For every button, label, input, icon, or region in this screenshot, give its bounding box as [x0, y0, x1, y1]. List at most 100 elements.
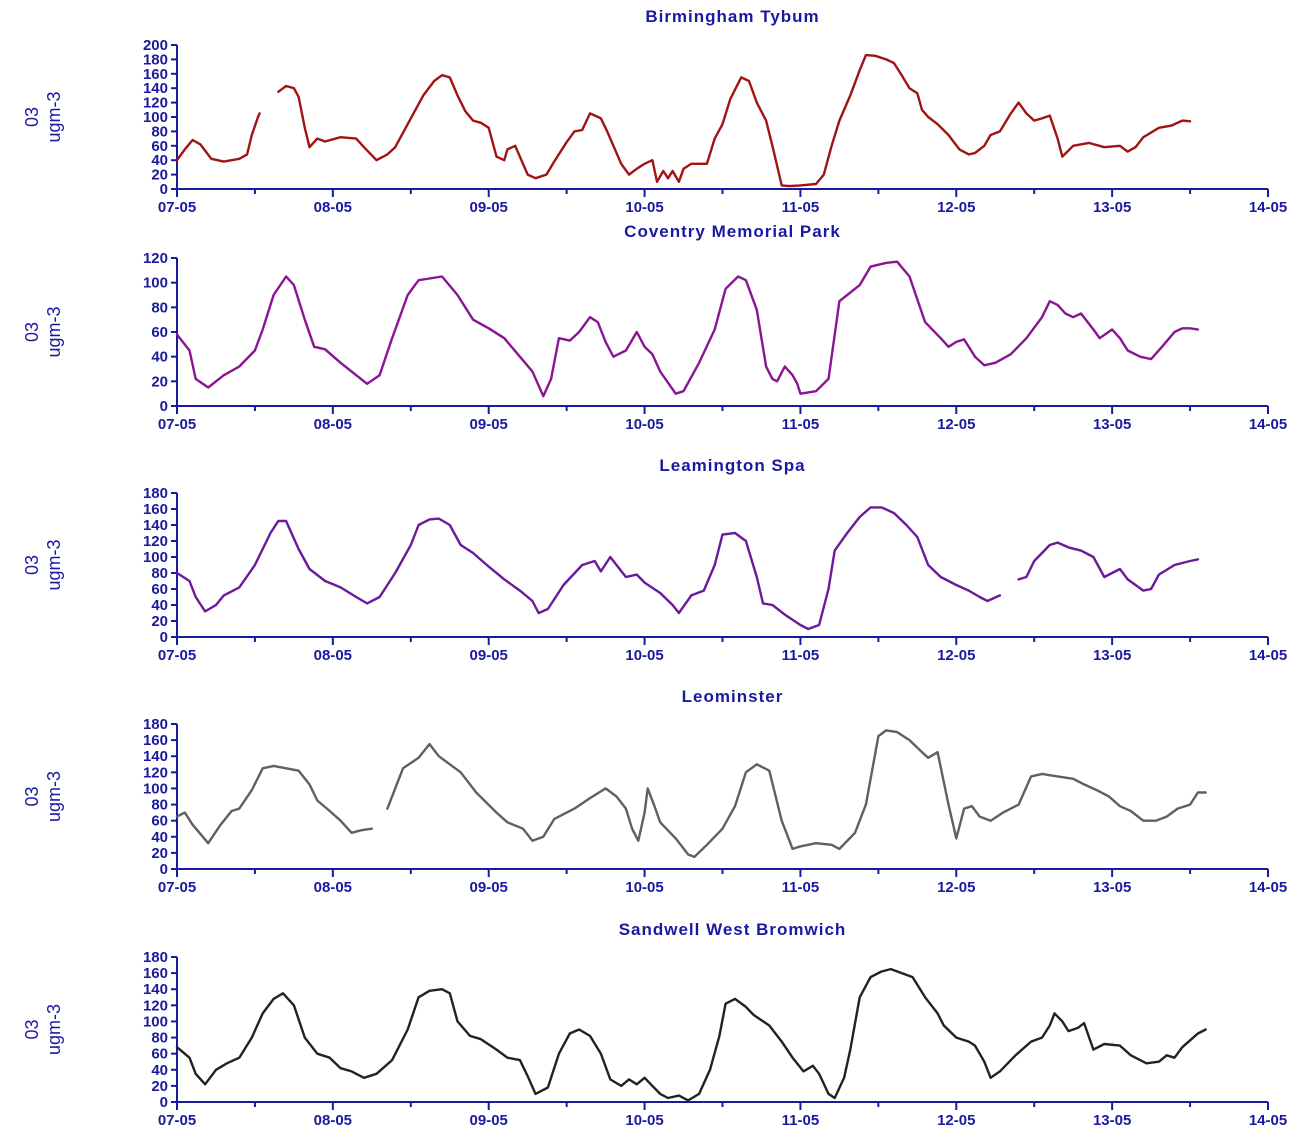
chart-title: Coventry Memorial Park: [624, 222, 841, 241]
y-tick-label: 180: [143, 485, 168, 502]
x-tick-label: 10-05: [625, 199, 663, 216]
y-tick-label: 60: [151, 581, 168, 598]
y-tick-label: 160: [143, 66, 168, 83]
chart-panel: Coventry Memorial Park 03 ugm-3 0 20 40 60 80 10…: [22, 222, 1287, 433]
y-tick-label: 180: [143, 949, 168, 966]
y-tick-label: 140: [143, 517, 168, 534]
y-tick-label: 60: [151, 324, 168, 341]
x-tick-label: 11-05: [782, 199, 820, 216]
series-line: [175, 260, 1200, 398]
x-tick-label: 11-05: [782, 879, 820, 896]
x-tick-label: 08-05: [314, 647, 352, 664]
y-tick-label: 40: [151, 1062, 168, 1079]
y-tick-label: 20: [151, 845, 168, 862]
x-tick-label: 14-05: [1249, 1112, 1287, 1129]
y-tick-label: 180: [143, 716, 168, 733]
x-tick-label: 13-05: [1093, 647, 1131, 664]
y-tick-label: 100: [143, 549, 168, 566]
x-tick-label: 09-05: [470, 1112, 508, 1129]
y-tick-label: 80: [151, 299, 168, 316]
y-tick-label: 20: [151, 373, 168, 390]
y-tick-label: 200: [143, 37, 168, 54]
x-tick-label: 08-05: [314, 879, 352, 896]
x-tick-label: 08-05: [314, 199, 352, 216]
y-tick-label: 0: [160, 861, 168, 878]
y-axis-label-species: 03: [22, 555, 42, 575]
y-tick-label: 20: [151, 167, 168, 184]
y-tick-label: 120: [143, 764, 168, 781]
chart-title: Leamington Spa: [659, 456, 805, 475]
y-tick-label: 0: [160, 398, 168, 415]
x-tick-label: 07-05: [158, 199, 196, 216]
y-tick-label: 100: [143, 109, 168, 126]
y-axis-label-species: 03: [22, 322, 42, 342]
x-tick-label: 07-05: [158, 647, 196, 664]
series-line: [175, 967, 1207, 1102]
x-tick-label: 14-05: [1249, 199, 1287, 216]
x-tick-label: 09-05: [470, 416, 508, 433]
x-tick-label: 13-05: [1093, 1112, 1131, 1129]
x-tick-label: 10-05: [625, 416, 663, 433]
y-tick-label: 120: [143, 997, 168, 1014]
series-line: [1017, 541, 1200, 592]
x-tick-label: 10-05: [625, 647, 663, 664]
chart-title: Birmingham Tybum: [645, 7, 819, 26]
series-line: [175, 764, 373, 845]
y-tick-label: 40: [151, 152, 168, 169]
y-axis-label-species: 03: [22, 1019, 42, 1039]
y-tick-label: 80: [151, 123, 168, 140]
y-tick-label: 20: [151, 613, 168, 630]
y-tick-label: 160: [143, 965, 168, 982]
x-tick-label: 12-05: [937, 1112, 975, 1129]
x-tick-label: 14-05: [1249, 416, 1287, 433]
y-tick-label: 120: [143, 533, 168, 550]
y-tick-label: 60: [151, 813, 168, 830]
y-tick-label: 0: [160, 629, 168, 646]
y-tick-label: 100: [143, 275, 168, 292]
x-tick-label: 14-05: [1249, 879, 1287, 896]
x-tick-label: 07-05: [158, 416, 196, 433]
x-tick-label: 09-05: [470, 199, 508, 216]
x-tick-label: 07-05: [158, 879, 196, 896]
chart-title: Leominster: [682, 687, 784, 706]
y-tick-label: 180: [143, 51, 168, 68]
x-tick-label: 08-05: [314, 416, 352, 433]
y-tick-label: 40: [151, 829, 168, 846]
x-tick-label: 12-05: [937, 879, 975, 896]
y-tick-label: 80: [151, 565, 168, 582]
y-axis-label-species: 03: [22, 786, 42, 806]
y-tick-label: 100: [143, 1013, 168, 1030]
y-tick-label: 60: [151, 138, 168, 155]
chart-title: Sandwell West Bromwich: [619, 920, 847, 939]
y-axis-label-unit: ugm-3: [44, 539, 64, 590]
x-tick-label: 07-05: [158, 1112, 196, 1129]
x-tick-label: 11-05: [782, 647, 820, 664]
y-axis-label-species: 03: [22, 107, 42, 127]
y-tick-label: 160: [143, 501, 168, 518]
y-tick-label: 40: [151, 349, 168, 366]
x-tick-label: 11-05: [782, 416, 820, 433]
y-tick-label: 0: [160, 1094, 168, 1111]
y-tick-label: 140: [143, 80, 168, 97]
x-tick-label: 13-05: [1093, 199, 1131, 216]
x-tick-label: 12-05: [937, 416, 975, 433]
y-tick-label: 120: [143, 95, 168, 112]
y-tick-label: 120: [143, 250, 168, 267]
x-tick-label: 08-05: [314, 1112, 352, 1129]
x-tick-label: 10-05: [625, 879, 663, 896]
x-tick-label: 13-05: [1093, 879, 1131, 896]
y-tick-label: 160: [143, 732, 168, 749]
x-tick-label: 14-05: [1249, 647, 1287, 664]
x-tick-label: 09-05: [470, 647, 508, 664]
y-tick-label: 0: [160, 181, 168, 198]
chart-panel: Leominster 03 ugm-3 02040608010012014016018…: [22, 687, 1287, 896]
x-tick-label: 12-05: [937, 647, 975, 664]
y-tick-label: 20: [151, 1078, 168, 1095]
x-tick-label: 11-05: [782, 1112, 820, 1129]
y-axis-label-unit: ugm-3: [44, 306, 64, 357]
y-axis-label-unit: ugm-3: [44, 771, 64, 822]
y-axis-label-unit: ugm-3: [44, 1004, 64, 1055]
